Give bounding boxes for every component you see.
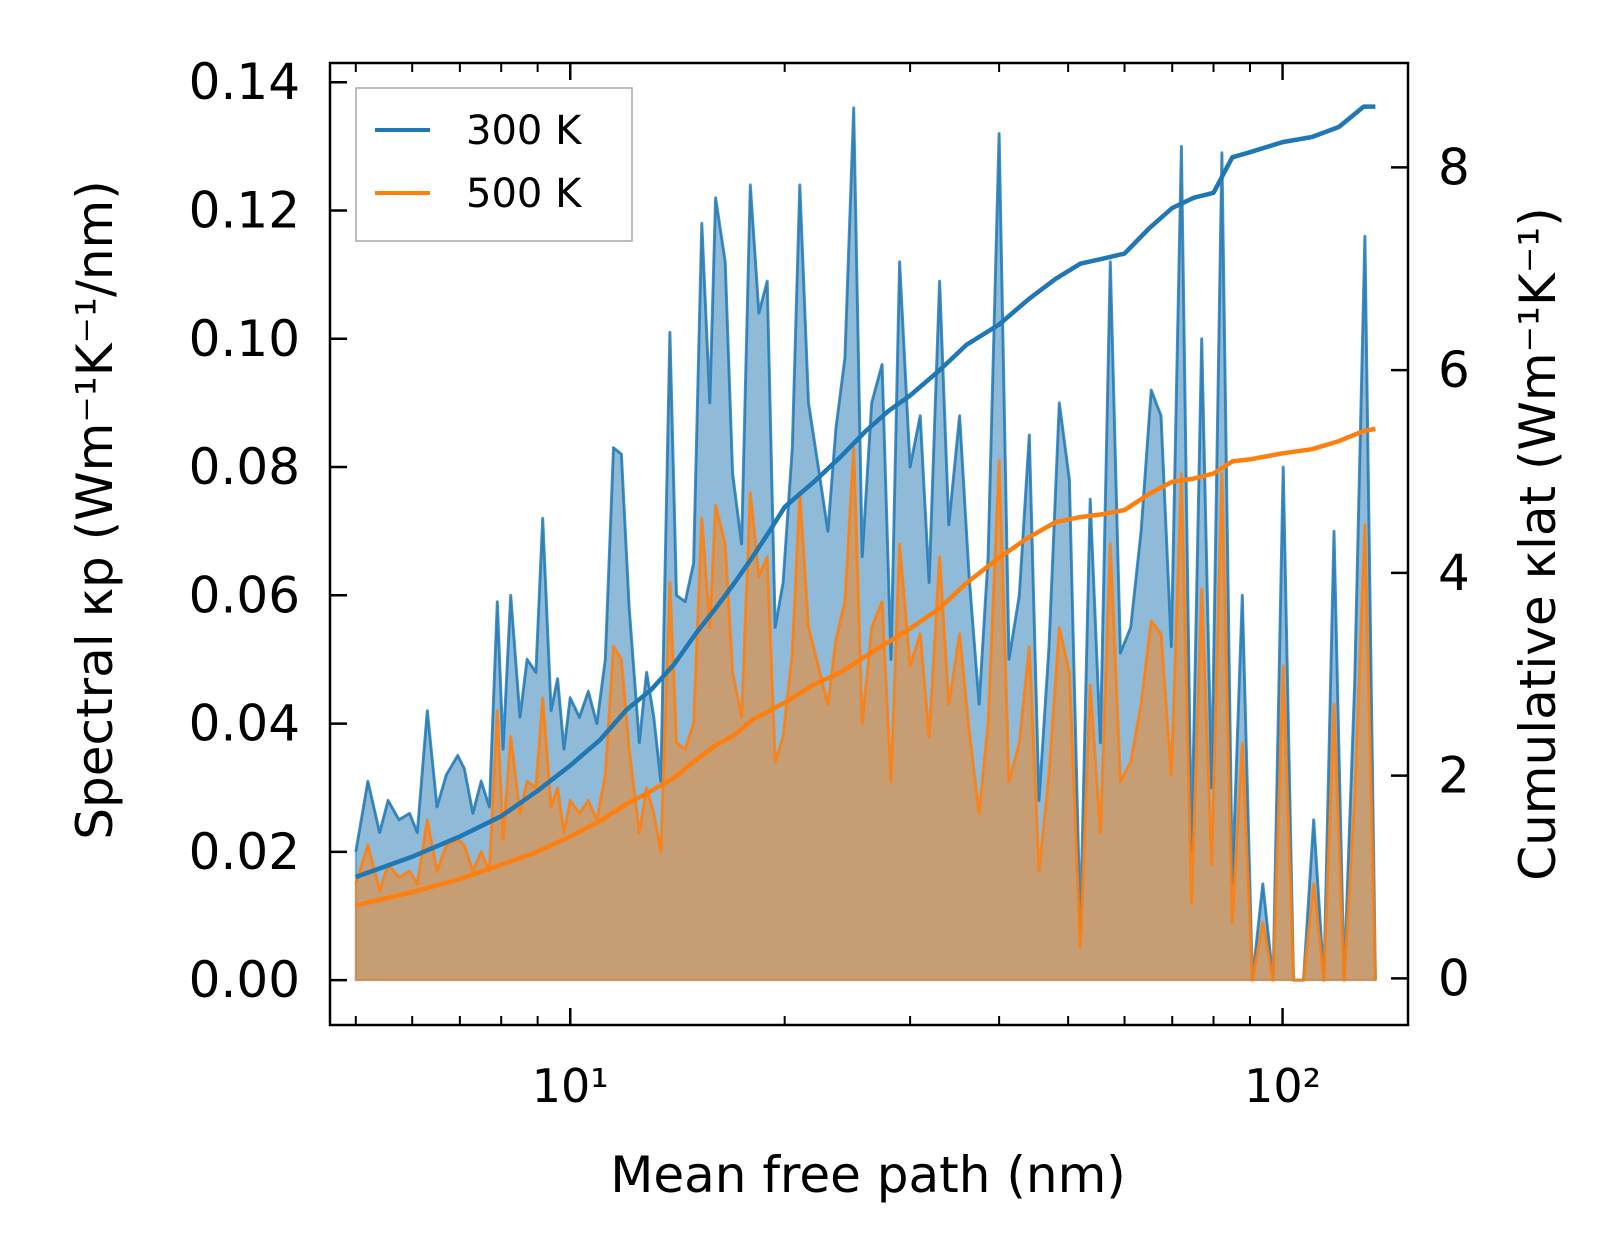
- y-right-tick-label: 4: [1438, 544, 1470, 602]
- spectral-300k-line: [354, 106, 1377, 982]
- y-left-tick-label: 0.12: [189, 182, 300, 240]
- cumulative-300k-line: [355, 104, 1376, 880]
- legend-label-500k: 500 K: [466, 171, 583, 217]
- y-left-tick-label: 0.14: [189, 53, 300, 111]
- y-right-tick-label: 6: [1438, 341, 1470, 399]
- y-left-tick-label: 0.02: [189, 823, 300, 881]
- axes-frame: [328, 61, 1410, 1027]
- x-tick-label: 10²: [1244, 1059, 1321, 1113]
- y-right-tick-label: 0: [1438, 949, 1470, 1007]
- plot-area: [354, 104, 1377, 982]
- y-right-tick-label: 2: [1438, 747, 1470, 805]
- x-axis-label: Mean free path (nm): [610, 1146, 1126, 1204]
- y-left-tick-label: 0.04: [189, 695, 300, 753]
- y-axis-label-left: Spectral κp (Wm⁻¹K⁻¹/nm): [66, 180, 124, 839]
- series-lines: [355, 104, 1376, 908]
- y-left-tick-label: 0.10: [189, 310, 300, 368]
- spectral-500k-line: [354, 446, 1377, 982]
- legend-label-300k: 300 K: [466, 108, 583, 154]
- spectral-fills: [354, 106, 1377, 982]
- axis-ticks: [330, 63, 1408, 1025]
- legend-box: [355, 87, 633, 242]
- y-axis-label-right: Cumulative κlat (Wm⁻¹K⁻¹): [1509, 207, 1567, 881]
- y-left-tick-label: 0.00: [189, 951, 300, 1009]
- x-tick-label: 10¹: [532, 1059, 609, 1113]
- legend: 300 K 500 K: [355, 87, 633, 242]
- axis-tick-labels: 10¹ 10² 0.00 0.02 0.04 0.06 0.08 0.10 0.12 0.14 0 2…: [189, 53, 1470, 1113]
- y-left-tick-label: 0.06: [189, 566, 300, 624]
- y-right-tick-label: 8: [1438, 138, 1470, 196]
- y-left-tick-label: 0.08: [189, 438, 300, 496]
- cumulative-500k-line: [355, 426, 1376, 908]
